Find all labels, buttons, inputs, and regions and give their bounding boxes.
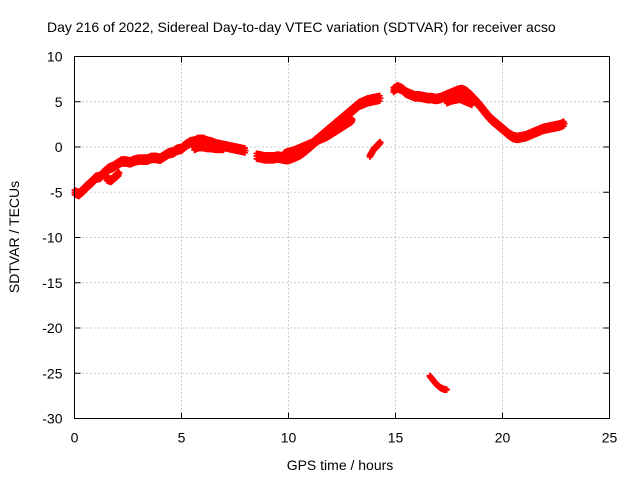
x-tick-label: 25 — [602, 430, 618, 446]
x-tick-label: 15 — [388, 430, 404, 446]
x-tick-label: 0 — [71, 430, 79, 446]
x-tick-label: 10 — [281, 430, 297, 446]
y-tick-label: -30 — [42, 411, 62, 427]
y-tick-label: 0 — [55, 139, 63, 155]
y-tick-label: -5 — [50, 184, 63, 200]
data-point — [377, 95, 384, 102]
x-tick-label: 5 — [178, 430, 186, 446]
data-point — [349, 116, 356, 123]
y-axis-label: SDTVAR / TECUs — [6, 181, 22, 293]
y-tick-label: -15 — [42, 275, 62, 291]
y-tick-label: 10 — [47, 49, 63, 65]
grid-lines — [74, 56, 610, 419]
data-point — [116, 170, 123, 177]
x-axis-label: GPS time / hours — [287, 457, 394, 473]
data-point — [242, 147, 249, 154]
x-tick-labels: 0 5 10 15 20 25 — [71, 430, 618, 446]
y-tick-labels: -30 -25 -20 -15 -10 -5 0 5 10 — [42, 49, 62, 427]
y-tick-label: -25 — [42, 365, 62, 381]
y-tick-label: 5 — [55, 94, 63, 110]
data-points — [71, 82, 568, 393]
y-tick-label: -10 — [42, 230, 62, 246]
data-point — [221, 145, 228, 152]
y-tick-label: -20 — [42, 320, 62, 336]
chart-title: Day 216 of 2022, Sidereal Day-to-day VTE… — [47, 19, 556, 35]
x-tick-label: 20 — [495, 430, 511, 446]
